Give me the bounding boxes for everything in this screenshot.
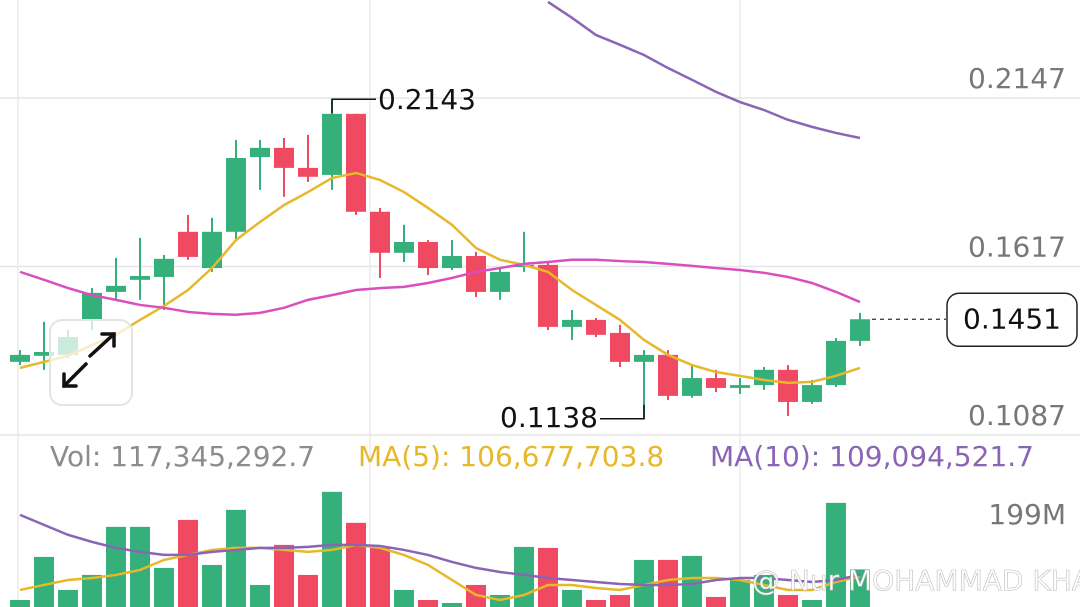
volume-bar bbox=[778, 594, 798, 607]
volume-bar bbox=[274, 544, 294, 607]
volume-bar bbox=[82, 574, 102, 607]
candle-body bbox=[154, 258, 174, 277]
volume-bar bbox=[178, 519, 198, 607]
legend-entry: MA(5): 106,677,703.8 bbox=[358, 440, 664, 473]
legend-entry: Vol: 117,345,292.7 bbox=[50, 440, 315, 473]
candle-body bbox=[370, 211, 390, 253]
last-price-box bbox=[946, 292, 1078, 348]
volume-bar bbox=[202, 564, 222, 607]
volume-bar bbox=[298, 574, 318, 607]
candle-body bbox=[10, 354, 30, 362]
volume-bar bbox=[10, 599, 30, 607]
price-panel bbox=[10, 0, 870, 419]
volume-bar bbox=[58, 589, 78, 607]
candle-body bbox=[850, 319, 870, 341]
candle-body bbox=[130, 276, 150, 280]
candle-body bbox=[658, 354, 678, 396]
volume-bar bbox=[586, 599, 606, 607]
volume-bar bbox=[346, 522, 366, 607]
volume-bar bbox=[130, 526, 150, 607]
candle-body bbox=[226, 158, 246, 232]
volume-bar bbox=[802, 599, 822, 607]
low-label: 0.1138 bbox=[500, 401, 598, 434]
watermark: @ Nur MOHAMMAD KHAN bbox=[752, 564, 1080, 597]
candle-body bbox=[538, 264, 558, 327]
volume-bar bbox=[634, 559, 654, 607]
candle-body bbox=[178, 231, 198, 257]
volume-bar bbox=[442, 602, 462, 607]
high-leader bbox=[331, 98, 376, 114]
volume-bar bbox=[610, 594, 630, 607]
candle-body bbox=[250, 147, 270, 158]
candle-body bbox=[706, 378, 726, 388]
candle-body bbox=[106, 285, 126, 292]
volume-bar bbox=[34, 556, 54, 607]
candle-body bbox=[82, 292, 102, 320]
candle-body bbox=[730, 385, 750, 388]
volume-bar bbox=[658, 559, 678, 607]
candle-body bbox=[394, 241, 414, 253]
volume-ma-line bbox=[19, 513, 861, 587]
ma-line bbox=[547, 0, 861, 140]
volume-bar bbox=[706, 596, 726, 607]
volume-bar bbox=[562, 589, 582, 607]
labels: 0.2147 0.1617 0.1087 199M 0.2143 0.1138 0.1451… bbox=[50, 62, 1078, 531]
candle-body bbox=[586, 319, 606, 335]
volume-tick-label: 199M bbox=[988, 498, 1066, 531]
y-tick-label: 0.1087 bbox=[968, 399, 1066, 432]
candle-body bbox=[634, 354, 654, 362]
volume-bar bbox=[370, 547, 390, 607]
candle-body bbox=[802, 385, 822, 402]
volume-bar bbox=[106, 526, 126, 607]
candle-body bbox=[298, 167, 318, 177]
candle-body bbox=[322, 113, 342, 175]
low-leader bbox=[600, 404, 645, 420]
candle-body bbox=[610, 332, 630, 362]
candle-body bbox=[754, 369, 774, 386]
candle-body bbox=[34, 352, 54, 356]
candle-body bbox=[466, 255, 486, 292]
candle-body bbox=[490, 271, 510, 292]
y-tick-label: 0.1617 bbox=[968, 230, 1066, 263]
high-label: 0.2143 bbox=[378, 83, 476, 116]
last-price-label: 0.1451 bbox=[963, 302, 1061, 335]
candle-body bbox=[202, 231, 222, 269]
volume-bar bbox=[154, 567, 174, 607]
candle-body bbox=[778, 369, 798, 402]
ma-line bbox=[19, 258, 861, 317]
candle-body bbox=[274, 147, 294, 168]
volume-bar bbox=[682, 555, 702, 607]
volume-bar bbox=[418, 599, 438, 607]
volume-ma-line bbox=[19, 543, 861, 602]
candle-body bbox=[346, 113, 366, 212]
volume-bar bbox=[394, 589, 414, 607]
expand-button[interactable] bbox=[49, 319, 133, 406]
volume-bar bbox=[250, 584, 270, 607]
y-tick-label: 0.2147 bbox=[968, 62, 1066, 95]
volume-bar bbox=[226, 509, 246, 607]
candle-body bbox=[442, 255, 462, 269]
candle-body bbox=[562, 319, 582, 327]
candle-body bbox=[418, 241, 438, 269]
candle-body bbox=[682, 378, 702, 396]
legend-entry: MA(10): 109,094,521.7 bbox=[710, 440, 1034, 473]
volume-bar bbox=[730, 579, 750, 607]
volume-panel bbox=[10, 491, 870, 607]
